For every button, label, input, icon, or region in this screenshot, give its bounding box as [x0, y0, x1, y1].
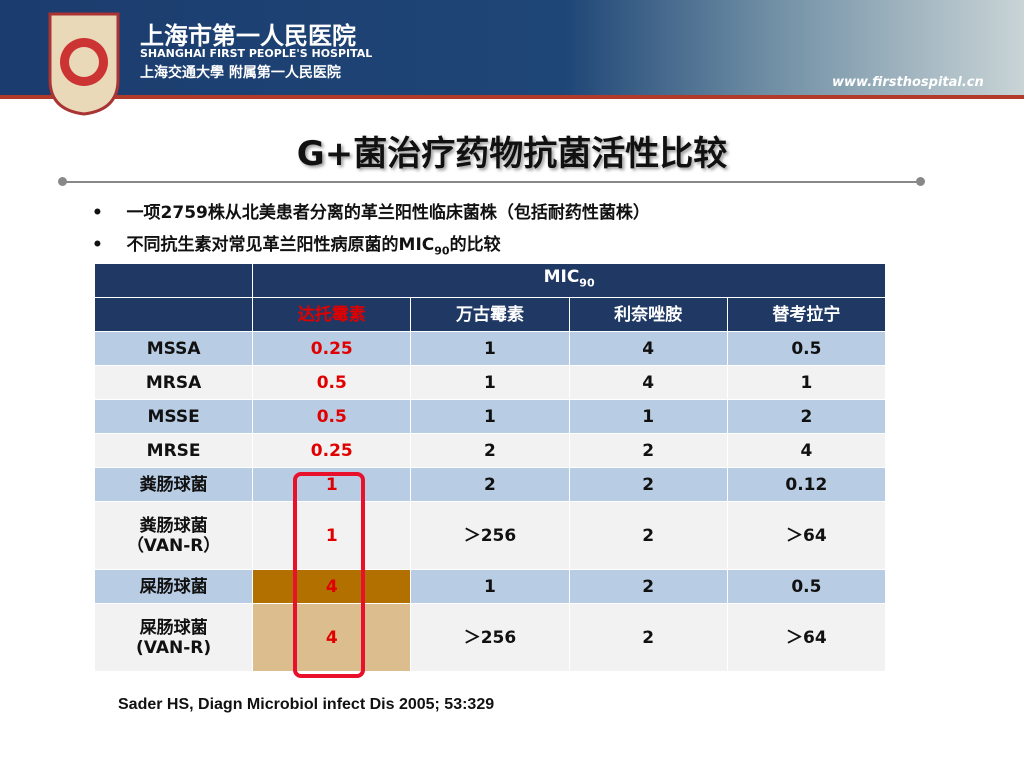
cell: 2: [568, 569, 728, 604]
column-header: 达托霉素: [252, 297, 412, 332]
cell: 2: [568, 433, 728, 468]
group-text: MIC: [543, 267, 580, 288]
bullet-text: 一项2759株从北美患者分离的革兰阳性临床菌株（包括耐药性菌株）: [126, 203, 650, 223]
column-header: 利奈唑胺: [568, 297, 728, 332]
highlight-box: [293, 472, 365, 678]
label-line: 粪肠球菌: [139, 474, 208, 495]
table-row: MSSA 0.25 1 4 0.5: [93, 331, 887, 366]
cell: 0.5: [252, 399, 412, 434]
table-row: 粪肠球菌 （VAN-R） 1 ＞256 2 ＞64: [93, 501, 887, 570]
header-row: 达托霉素 万古霉素 利奈唑胺 替考拉宁: [93, 297, 887, 332]
row-label: 屎肠球菌: [93, 569, 254, 604]
group-header: MIC90: [252, 263, 886, 298]
divider-dot: [58, 177, 67, 186]
cell: 0.25: [252, 331, 412, 366]
table-row: 屎肠球菌 (VAN-R) 4 ＞256 2 ＞64: [93, 603, 887, 672]
subscript: 90: [579, 276, 595, 290]
cell: ＞256: [410, 501, 570, 570]
label-line: MSSE: [147, 406, 200, 427]
bullet: • 不同抗生素对常见革兰阳性病原菌的MIC90的比较: [92, 235, 501, 258]
cell: 1: [410, 399, 570, 434]
row-label: 屎肠球菌 (VAN-R): [93, 603, 254, 672]
table-row: 屎肠球菌 4 1 2 0.5: [93, 569, 887, 604]
cell: ＞64: [726, 603, 887, 672]
divider-dot: [916, 177, 925, 186]
cell: 0.5: [726, 331, 887, 366]
label-line: MRSA: [145, 372, 202, 393]
cell: 0.5: [252, 365, 412, 400]
label-line: （VAN-R）: [126, 535, 221, 556]
row-label: 粪肠球菌 （VAN-R）: [93, 501, 254, 570]
cell: 1: [252, 501, 412, 570]
label-line: (VAN-R): [136, 637, 212, 658]
subscript: 90: [434, 244, 450, 258]
cell: 1: [410, 331, 570, 366]
cell: 2: [410, 433, 570, 468]
bullet: • 一项2759株从北美患者分离的革兰阳性临床菌株（包括耐药性菌株）: [92, 203, 650, 223]
cell: 2: [568, 501, 728, 570]
column-header: 替考拉宁: [726, 297, 887, 332]
corner-cell: [93, 297, 254, 332]
mic-table: MIC90 达托霉素 万古霉素 利奈唑胺 替考拉宁 MSSA 0.25 1 4 0.5 MRSA 0.…: [93, 263, 887, 672]
table-row: MRSA 0.5 1 4 1: [93, 365, 887, 400]
bullet-text: 的比较: [449, 235, 501, 255]
affiliation: 上海交通大學 附属第一人民医院: [140, 65, 341, 81]
divider: [62, 181, 920, 183]
cell: 4: [568, 331, 728, 366]
label-line: MSSA: [146, 338, 201, 359]
hospital-cn: 上海市第一人民医院: [140, 22, 356, 50]
label-line: MRSE: [146, 440, 201, 461]
header-band: 上海市第一人民医院 SHANGHAI FIRST PEOPLE'S HOSPIT…: [0, 0, 1024, 116]
corner-cell: [93, 263, 254, 298]
cell: ＞256: [410, 603, 570, 672]
cell: 0.5: [726, 569, 887, 604]
table-row: MSSE 0.5 1 1 2: [93, 399, 887, 434]
cell: 2: [726, 399, 887, 434]
cell: 1: [726, 365, 887, 400]
website: www.firsthospital.cn: [832, 75, 984, 90]
table-row: MRSE 0.25 2 2 4: [93, 433, 887, 468]
cell: 0.12: [726, 467, 887, 502]
title: G+菌治疗药物抗菌活性比较: [296, 134, 728, 174]
row-label: MSSA: [93, 331, 254, 366]
cell: ＞64: [726, 501, 887, 570]
row-label: MSSE: [93, 399, 254, 434]
label-line: 粪肠球菌: [139, 515, 208, 536]
row-label: MRSA: [93, 365, 254, 400]
cell: 2: [568, 467, 728, 502]
label-line: 屎肠球菌: [139, 576, 208, 597]
cell: 0.25: [252, 433, 412, 468]
bullet-text: 不同抗生素对常见革兰阳性病原菌的MIC: [126, 235, 435, 255]
cell: 4: [252, 603, 412, 672]
row-label: 粪肠球菌: [93, 467, 254, 502]
logo: [48, 12, 120, 116]
cell: 4: [568, 365, 728, 400]
cell: 2: [568, 603, 728, 672]
label-line: 屎肠球菌: [139, 617, 208, 638]
cell: 1: [410, 569, 570, 604]
cell: 4: [252, 569, 412, 604]
table-row: 粪肠球菌 1 2 2 0.12: [93, 467, 887, 502]
cell: 1: [568, 399, 728, 434]
column-header: 万古霉素: [410, 297, 570, 332]
header-row: MIC90: [93, 263, 886, 298]
citation: Sader HS, Diagn Microbiol infect Dis 200…: [118, 696, 495, 713]
cell: 1: [410, 365, 570, 400]
cell: 2: [410, 467, 570, 502]
row-label: MRSE: [93, 433, 254, 468]
cell: 4: [726, 433, 887, 468]
hospital-en: SHANGHAI FIRST PEOPLE'S HOSPITAL: [140, 47, 373, 60]
